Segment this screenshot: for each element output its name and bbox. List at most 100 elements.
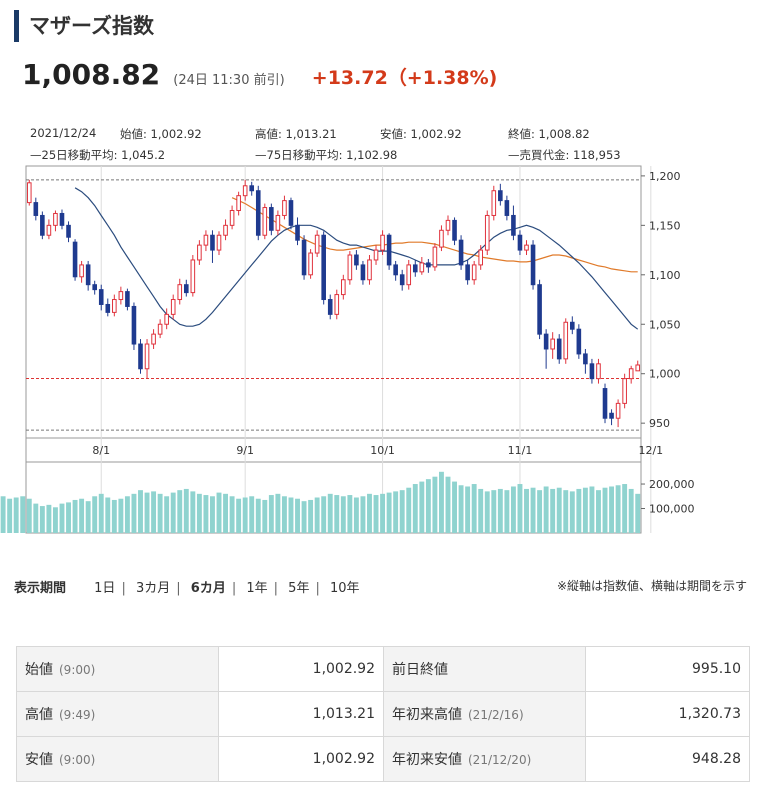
volume-bar [510, 486, 516, 533]
price-time: (24日 11:30 前引) [173, 73, 285, 88]
candle-body [583, 353, 588, 365]
candle-body [301, 239, 307, 276]
period-1d[interactable]: 1日 [94, 581, 116, 596]
volume-tick-label: 200,000 [649, 478, 695, 491]
volume-bar [360, 496, 366, 533]
candle-body [229, 210, 235, 226]
x-tick-label: 11/1 [508, 444, 533, 457]
candle-body [151, 333, 156, 345]
candle-body [210, 234, 215, 251]
volume-bar [275, 493, 281, 533]
stat-value: 1,002.92 [218, 736, 384, 782]
stats-table: 始値 (9:00) 1,002.92 前日終値 995.10 高値 (9:49) 1… [16, 646, 750, 782]
volume-bar [615, 485, 621, 533]
volume-bar [530, 487, 536, 533]
price-change: +13.72（+1.38%) [311, 67, 498, 89]
candle-body [105, 303, 111, 313]
volume-bar [334, 495, 340, 533]
x-tick-label: 12/1 [638, 444, 663, 457]
period-10y[interactable]: 10年 [329, 581, 360, 596]
stat-label: 年初来安値 (21/12/20) [383, 736, 586, 782]
candle-body [177, 284, 183, 301]
x-tick-label: 8/1 [92, 444, 110, 457]
candle-body [164, 313, 169, 325]
volume-bar [223, 493, 229, 533]
candle-body [570, 321, 575, 330]
volume-bar [66, 502, 71, 533]
volume-bar [425, 479, 431, 533]
x-tick-label: 10/1 [370, 444, 395, 457]
period-selector: 表示期間 1日 | 3カ月 | 6カ月 | 1年 | 5年 | 10年 [14, 581, 360, 596]
volume-bar [602, 487, 608, 533]
candle-body [236, 195, 241, 212]
candle-body [249, 185, 255, 192]
volume-bar [367, 493, 372, 533]
volume-bar [203, 495, 209, 533]
y-tick-label: 1,100 [649, 269, 681, 282]
y-tick-label: 1,200 [649, 170, 681, 183]
volume-bar [98, 493, 104, 533]
candle-body [170, 299, 176, 315]
info-close: 終値: 1,008.82 [508, 127, 590, 141]
volume-bar [301, 501, 307, 533]
period-6m[interactable]: 6カ月 [190, 581, 226, 596]
candle-body [255, 190, 261, 236]
period-3m[interactable]: 3カ月 [135, 581, 171, 596]
volume-bar [550, 488, 556, 533]
stat-label: 始値 (9:00) [16, 646, 219, 692]
candle-body [269, 207, 274, 231]
candle-body [144, 343, 150, 370]
volume-bar [7, 498, 13, 533]
candle-body [321, 234, 326, 301]
candle-body [275, 214, 281, 231]
volume-tick-label: 100,000 [649, 503, 695, 516]
price-chart: 8/1 9/1 10/1 11/1 12/1 1,200 1,150 1,100 1,050 1,… [0, 165, 695, 534]
candle-body [399, 274, 405, 286]
volume-bar [491, 490, 497, 533]
candle-body [537, 284, 542, 335]
volume-bar [39, 506, 45, 533]
volume-bar [471, 484, 477, 533]
volume-bar [524, 488, 529, 533]
volume-bar [229, 496, 235, 533]
candle-body [622, 378, 627, 404]
volume-bar [26, 498, 32, 533]
info-ma25: —25日移動平均: 1,045.2 [30, 148, 166, 162]
volume-bar [85, 501, 91, 533]
candle-body [524, 244, 529, 251]
stat-value: 1,320.73 [585, 691, 750, 737]
table-row: 安値 (9:00) 1,002.92 年初来安値 (21/12/20) 948.28 [16, 736, 750, 782]
price-plot-frame [25, 165, 642, 439]
candle-body [491, 190, 497, 216]
volume-bar [445, 476, 451, 533]
volume-bar [242, 497, 248, 533]
volume-bar [308, 499, 314, 533]
volume-bar [609, 486, 615, 533]
volume-bar [321, 496, 327, 533]
volume-bar [596, 490, 601, 533]
candle-body [354, 254, 359, 266]
current-price: 1,008.82 [22, 58, 161, 91]
volume-bar [635, 493, 641, 533]
volume-bar [210, 496, 215, 533]
candle-body [380, 234, 385, 251]
candle-body [530, 244, 536, 286]
period-1y[interactable]: 1年 [246, 581, 268, 596]
candle-body [550, 338, 555, 350]
candle-body [471, 264, 477, 281]
period-5y[interactable]: 5年 [288, 581, 310, 596]
volume-bar [236, 498, 242, 533]
volume-bar [183, 488, 189, 533]
candle-body [203, 234, 209, 246]
candle-body [314, 234, 320, 254]
candle-body [386, 234, 392, 266]
candle-body [484, 214, 490, 251]
stat-value: 1,013.21 [218, 691, 384, 737]
volume-bar [622, 484, 628, 533]
candle-body [445, 219, 451, 231]
candle-body [308, 252, 313, 276]
volume-bar [59, 503, 65, 533]
axis-note: ※縦軸は指数値、横軸は期間を示す [556, 579, 747, 593]
volume-bar [563, 490, 569, 533]
candle-body [602, 388, 608, 419]
